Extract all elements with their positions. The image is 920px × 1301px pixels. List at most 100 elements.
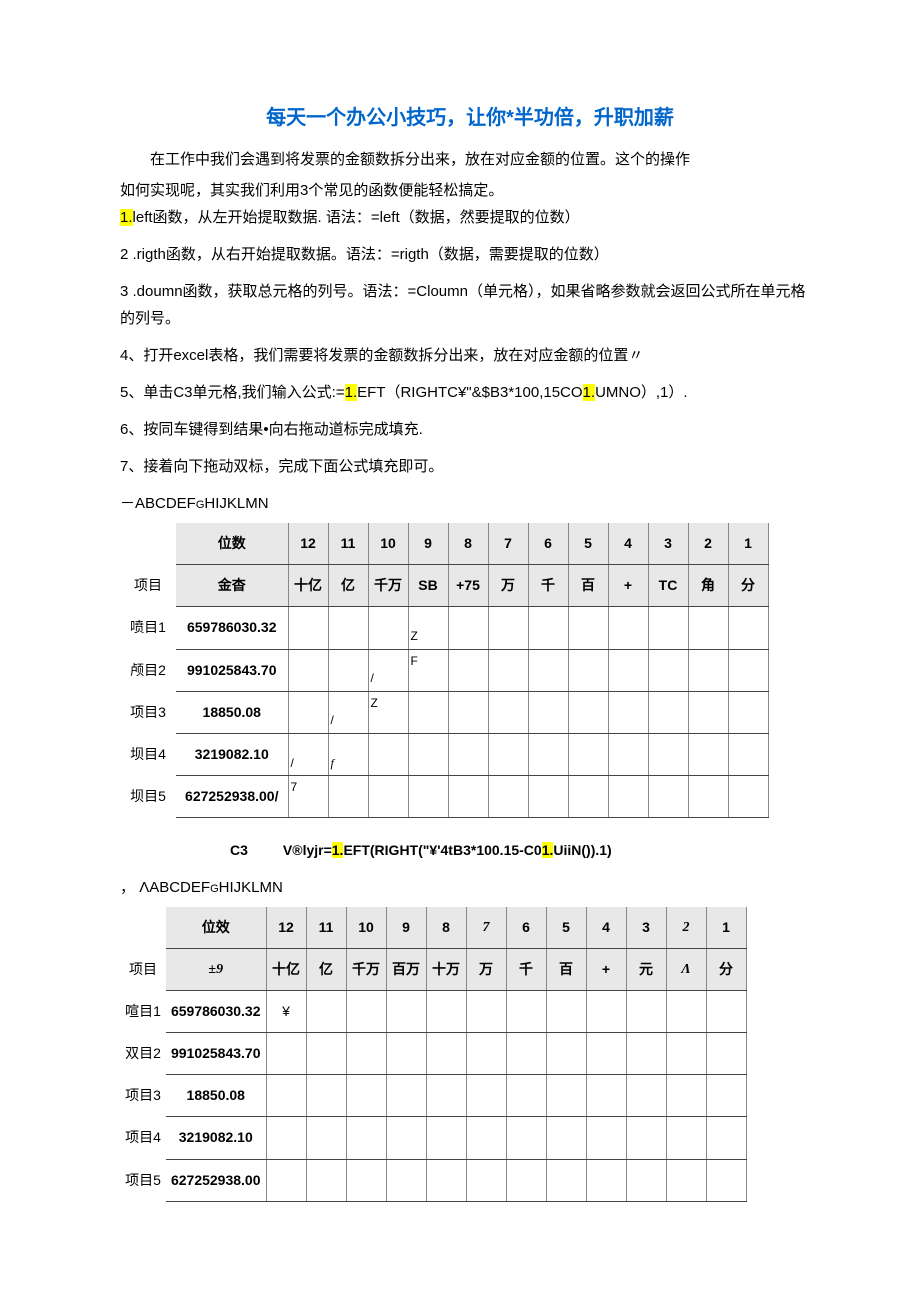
intro-line-1: 在工作中我们会遇到将发票的金额数拆分出来，放在对应金额的位置。这个的操作 <box>120 146 820 173</box>
table-row-label: 喧目1 <box>120 990 166 1032</box>
table-cell <box>626 990 666 1032</box>
table-cell <box>346 1117 386 1159</box>
formula-c: EFT(RIGHT("¥'4tB3*100.15-C0 <box>343 842 541 858</box>
table-row-label: 项目4 <box>120 1117 166 1159</box>
table-cell: / <box>328 691 368 733</box>
table-cell <box>546 1159 586 1201</box>
table-cell <box>306 990 346 1032</box>
formula-line: C3 V®lyjr=1.EFT(RIGHT("¥'4tB3*100.15-C01… <box>230 838 820 863</box>
table-cell <box>728 776 768 818</box>
table-cell <box>346 1075 386 1117</box>
table-cell: 7 <box>288 776 328 818</box>
table-cell <box>586 1117 626 1159</box>
table-cell <box>666 1117 706 1159</box>
table-2: 位效121110987654321项目±9十亿亿千万百万十万万千百+元Λ分喧目1… <box>120 907 747 1202</box>
step-1-highlight: 1. <box>120 209 133 226</box>
table-1: 位数121110987654321项目金杳十亿亿千万SB+75万千百+TC角分喷… <box>120 523 769 818</box>
table-cell <box>488 776 528 818</box>
table-cell <box>408 776 448 818</box>
column-letters-2: ， ΛABCDEFGHIJKLMN <box>120 874 820 901</box>
table-cell <box>706 990 746 1032</box>
step-4: 4、打开excel表格，我们需要将发票的金额数拆分出来，放在对应金额的位置〃 <box>120 342 820 369</box>
table-cell <box>626 1033 666 1075</box>
table-row-amount: 991025843.70 <box>166 1033 266 1075</box>
table-cell <box>586 990 626 1032</box>
table-cell <box>466 1159 506 1201</box>
table-cell <box>506 1033 546 1075</box>
table-row-label: 颅目2 <box>120 649 176 691</box>
table-cell <box>306 1075 346 1117</box>
table-cell <box>528 691 568 733</box>
table-cell <box>626 1117 666 1159</box>
step-5-hl2: 1. <box>583 384 596 401</box>
table-cell <box>266 1159 306 1201</box>
table-cell <box>346 1033 386 1075</box>
table-cell <box>426 1075 466 1117</box>
table-cell <box>626 1159 666 1201</box>
table-cell <box>666 990 706 1032</box>
table-cell: Z <box>408 607 448 649</box>
table-cell <box>288 649 328 691</box>
table-cell <box>386 1033 426 1075</box>
table-cell <box>328 776 368 818</box>
table-cell <box>426 990 466 1032</box>
table-cell <box>568 733 608 775</box>
step-5: 5、单击C3单元格,我们输入公式:=1.EFT（RIGHTC¥"&$B3*100… <box>120 379 820 406</box>
table-row-amount: 659786030.32 <box>166 990 266 1032</box>
table-cell <box>648 607 688 649</box>
table-cell <box>386 1117 426 1159</box>
table-cell <box>648 733 688 775</box>
table-cell <box>546 990 586 1032</box>
table-cell <box>426 1159 466 1201</box>
table-cell <box>266 1075 306 1117</box>
table-cell <box>506 1117 546 1159</box>
table-cell <box>546 1117 586 1159</box>
table-cell <box>408 733 448 775</box>
table-cell <box>688 607 728 649</box>
table-row-label: 喷目1 <box>120 607 176 649</box>
step-7: 7、接着向下拖动双标，完成下面公式填充即可。 <box>120 453 820 480</box>
table-cell <box>266 1117 306 1159</box>
formula-e: UiiN()).1) <box>553 842 611 858</box>
table-cell <box>728 607 768 649</box>
table-row-label: 项目5 <box>120 1159 166 1201</box>
step-1-text: left函数，从左开始提取数据. 语法：=left（数据，然要提取的位数） <box>133 209 580 226</box>
table-cell <box>488 649 528 691</box>
step-5c: EFT（RIGHTC¥"&$B3*100,15CO <box>357 384 582 401</box>
table-cell <box>528 649 568 691</box>
table-cell <box>728 733 768 775</box>
table-row-amount: 18850.08 <box>176 691 288 733</box>
table-row-label: 坝目5 <box>120 776 176 818</box>
table-cell <box>448 691 488 733</box>
table-row-amount: 18850.08 <box>166 1075 266 1117</box>
table-cell <box>706 1075 746 1117</box>
page-title: 每天一个办公小技巧，让你*半功倍，升职加薪 <box>120 100 820 136</box>
table-cell <box>706 1117 746 1159</box>
table-cell <box>568 776 608 818</box>
table-cell <box>666 1159 706 1201</box>
table-cell <box>386 1159 426 1201</box>
table-cell <box>426 1117 466 1159</box>
table-cell <box>546 1075 586 1117</box>
table-cell <box>466 1075 506 1117</box>
table-cell <box>608 607 648 649</box>
column-letters-1: －ABCDEFGHIJKLMN <box>120 490 820 517</box>
table-cell <box>408 691 448 733</box>
table-cell <box>506 1075 546 1117</box>
table-cell <box>488 733 528 775</box>
table-cell <box>448 649 488 691</box>
table-cell <box>266 1033 306 1075</box>
table-cell <box>306 1159 346 1201</box>
table-cell <box>608 649 648 691</box>
table-cell <box>648 649 688 691</box>
table-cell <box>706 1033 746 1075</box>
table-cell <box>666 1075 706 1117</box>
table-cell <box>608 733 648 775</box>
table-row-label: 坝目4 <box>120 733 176 775</box>
table-cell <box>328 649 368 691</box>
table-cell <box>688 649 728 691</box>
step-5e: UMNO）,1）. <box>595 384 688 401</box>
table-cell <box>666 1033 706 1075</box>
formula-hl1: 1. <box>332 842 344 858</box>
table-cell <box>568 691 608 733</box>
